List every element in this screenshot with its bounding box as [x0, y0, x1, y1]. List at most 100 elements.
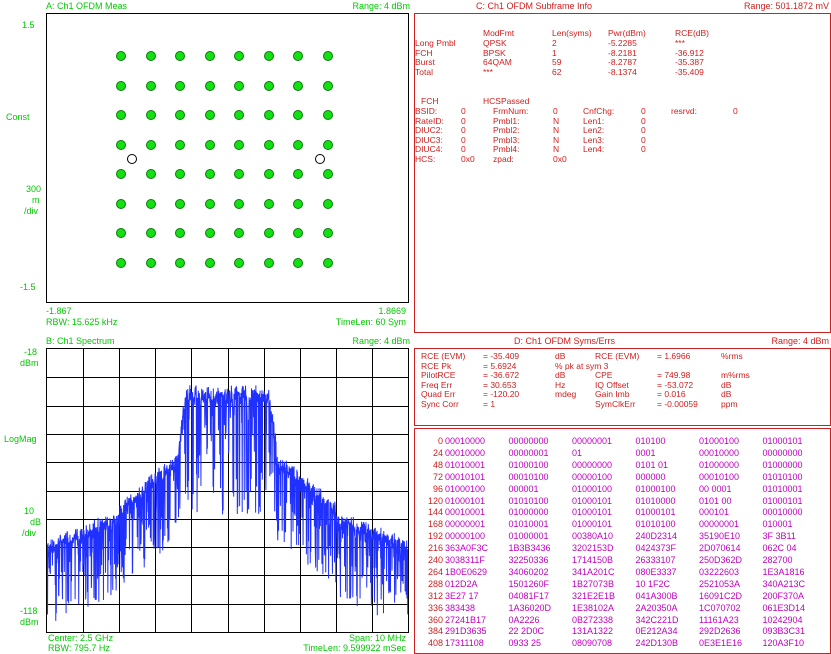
pane-b-spectrum[interactable]: B: Ch1 Spectrum Range: 4 dBm -18 dBm Log… — [0, 335, 412, 654]
symbol-row: 336 383438 1A36020D 1E38102A 2A20350A 1C07070… — [415, 603, 825, 614]
symbol-word: 00010000 — [445, 436, 486, 446]
symbol-word: 131A1322 — [572, 626, 614, 637]
pane-c-subframe-info[interactable]: C: Ch1 OFDM Subframe Info Range: 501.187… — [414, 0, 831, 333]
fch-title: FCH — [421, 96, 439, 106]
symbol-index: 192 — [427, 531, 443, 542]
constellation-point — [293, 198, 303, 209]
subframe-cell-len: 62 — [552, 66, 562, 77]
error-cell-v2: = -0.00059 — [657, 398, 698, 409]
subframe-cell-rce: -35.409 — [675, 66, 704, 77]
symbol-word: 00010100 — [699, 471, 740, 482]
symbol-word: 3F 3B11 — [762, 531, 796, 542]
spec-span: Span: 10 MHz — [348, 633, 406, 643]
fch-cell-v3: 0 — [641, 115, 646, 126]
error-cell-k1: Sync Corr — [421, 398, 459, 409]
symbol-word: 10 1F2C — [635, 578, 671, 589]
fch-cell-k1: HCS: — [415, 153, 436, 164]
symbol-word: 062C 04 — [762, 543, 797, 554]
head-pwr: Pwr(dBm) — [608, 28, 646, 38]
spectrum-trace — [47, 385, 408, 621]
symbol-word: 340A213C — [762, 578, 806, 589]
constellation-point — [204, 198, 215, 209]
symbol-word: 01000101 — [635, 507, 676, 518]
error-cell-k1: RCE Pk — [421, 360, 452, 371]
error-cell-u1: dB — [555, 370, 566, 380]
constellation-point — [263, 51, 274, 61]
error-cell-u2: %rms — [721, 351, 743, 361]
symbol-index: 240 — [427, 555, 443, 565]
constellation-plot[interactable] — [46, 13, 409, 303]
subframe-cell-mod: *** — [483, 66, 493, 77]
constellation-point — [145, 139, 156, 150]
symbol-word: 383438 — [445, 602, 476, 613]
fch-cell-k3: CnfChg: — [583, 106, 615, 116]
symbol-word: 01000101 — [572, 495, 613, 506]
constellation-point — [293, 228, 303, 238]
head-rce: RCE(dB) — [675, 28, 710, 38]
spec-y-scale-value: 10 — [24, 506, 35, 516]
symbol-word: 00 0001 — [699, 483, 732, 494]
error-cell-u2: dB — [721, 389, 732, 399]
fch-cell-v2: N — [553, 144, 560, 154]
symbol-index: 96 — [432, 483, 443, 494]
error-summary-box: RCE (EVM) = -35.409 dB RCE (EVM) = 1.6966 %rm… — [414, 348, 831, 426]
symbol-row: 0 00010000 00000000 00000001 010100 01000100 0… — [415, 436, 825, 447]
constellation-point — [234, 110, 244, 120]
symbol-word: 0001 — [635, 447, 656, 458]
fch-cell-v1: 0 — [461, 125, 466, 135]
constellation-point — [116, 228, 126, 238]
rbw-label: RBW: 15.625 kHz — [46, 317, 118, 327]
symbol-word: 32250336 — [508, 555, 549, 565]
head-modfmt: ModFmt — [483, 28, 515, 38]
spectrum-plot[interactable] — [46, 348, 409, 633]
pane-d-range: Range: 4 dBm — [771, 336, 829, 346]
fch-cell-k1: DIUC2: — [415, 125, 443, 135]
spec-y-top-value: -18 — [24, 347, 38, 357]
symbol-word: 3E27 17 — [445, 590, 479, 601]
symbol-word: 01010001 — [508, 519, 549, 530]
symbol-word: 012D2A — [445, 578, 478, 589]
constellation-point — [204, 80, 215, 91]
pilot-point-left — [127, 154, 137, 164]
symbol-index: 336 — [427, 602, 443, 613]
error-cell-u2: m%rms — [721, 370, 750, 380]
symbol-row: 192 00000100 01000001 00380A10 240D2314 35190… — [415, 531, 825, 542]
symbol-word: 01000001 — [508, 531, 549, 542]
symbol-word: 061E3D14 — [762, 602, 806, 613]
constellation-point — [322, 51, 333, 61]
constellation-point — [322, 80, 333, 91]
fch-cell-v2: 0 — [553, 106, 558, 116]
symbol-word: 3038311F — [445, 555, 485, 565]
error-cell-u1: dB — [555, 351, 566, 361]
pane-d-syms-errs[interactable]: D: Ch1 OFDM Syms/Errs Range: 4 dBm RCE (… — [414, 335, 831, 654]
constellation-point — [175, 228, 185, 238]
fch-row: RateID: 0 Pmbl1: N Len1: 0 — [415, 115, 825, 127]
subframe-cell-label: FCH — [415, 47, 433, 58]
error-row: Quad Err = -120.20 mdeg Gain Imb = 0.016 dB — [415, 390, 825, 400]
constellation-point — [145, 51, 156, 61]
pane-b-range: Range: 4 dBm — [352, 336, 410, 346]
error-cell-k2: RCE (EVM) — [595, 351, 640, 361]
symbol-word: 01000101 — [762, 495, 803, 506]
symbol-word: 01010001 — [445, 459, 486, 470]
symbol-word: 00000001 — [572, 436, 613, 446]
symbol-word: 010100 — [635, 436, 666, 446]
constellation-point — [204, 139, 215, 150]
constellation-point — [293, 169, 303, 179]
symbol-row: 288 012D2A 1501260F 1B27073B 10 1F2C 2521053A… — [415, 579, 825, 590]
fch-row: DIUC2: 0 Pmbl2: N Len2: 0 — [415, 126, 825, 136]
symbol-word: 341A201C — [572, 566, 615, 577]
symbol-word: 0B272338 — [572, 614, 614, 625]
fch-cell-v3: 0 — [641, 125, 646, 135]
symbol-word: 010001 — [762, 519, 793, 530]
symbol-index: 408 — [427, 638, 443, 649]
pane-a-constellation[interactable]: A: Ch1 OFDM Meas Range: 4 dBm 1.5 Const … — [0, 0, 412, 333]
symbol-word: 01000101 — [572, 507, 613, 518]
constellation-point — [234, 51, 244, 61]
constellation-point — [293, 139, 303, 150]
constellation-point — [322, 198, 333, 209]
subframe-info-box: ModFmt Len(syms) Pwr(dBm) RCE(dB) Long P… — [414, 13, 831, 333]
error-row: RCE Pk = 5.6924 % pk at sym 3 — [415, 360, 825, 372]
constellation-point — [263, 169, 274, 179]
x-left-label: -1.867 — [46, 306, 72, 316]
